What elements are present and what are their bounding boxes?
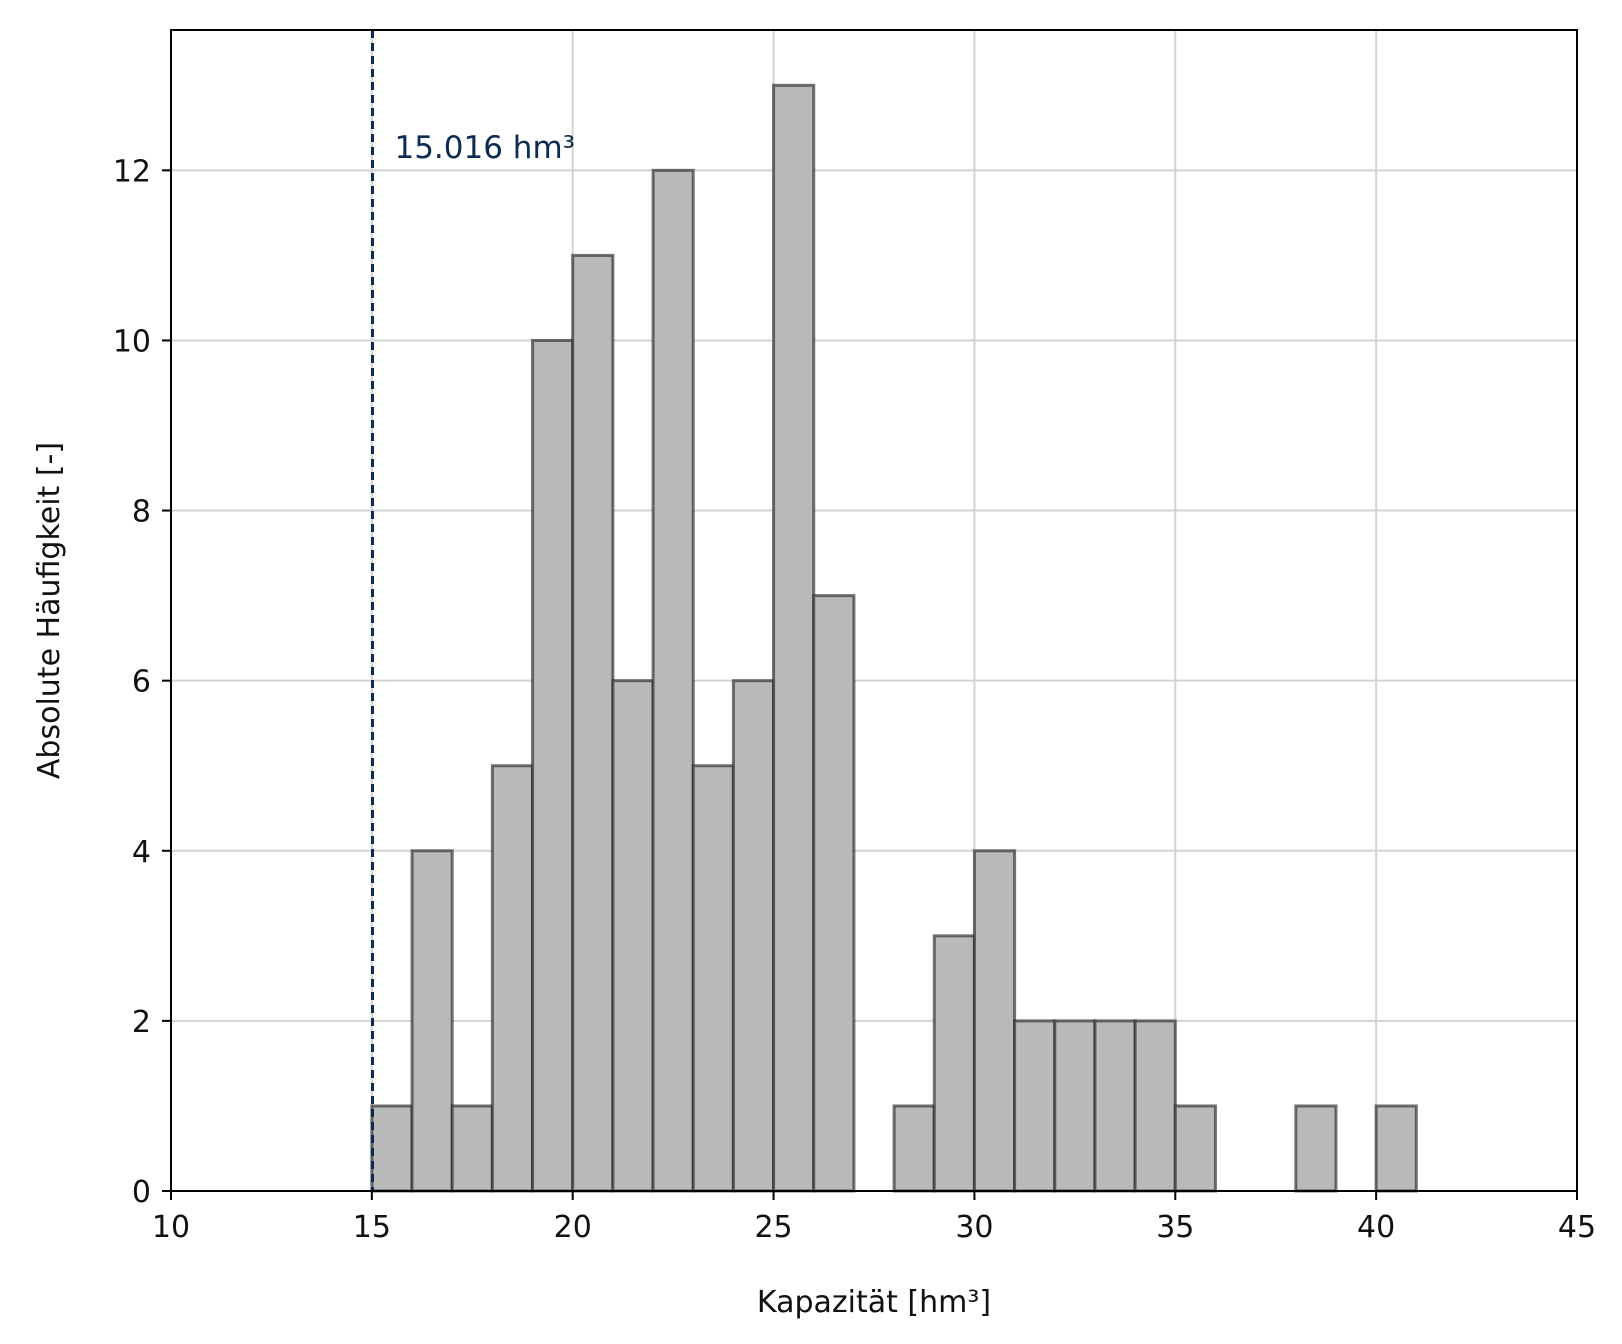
histogram-bar bbox=[812, 594, 856, 1193]
x-tick-label: 40 bbox=[1357, 1210, 1395, 1245]
y-tick-label: 6 bbox=[132, 665, 151, 700]
histogram-bar bbox=[691, 764, 735, 1193]
x-tick-label: 45 bbox=[1558, 1210, 1596, 1245]
histogram-bar bbox=[531, 338, 575, 1193]
bars bbox=[370, 83, 1418, 1193]
histogram-bar bbox=[731, 679, 776, 1193]
histogram-bar bbox=[772, 83, 816, 1193]
y-tick-label: 0 bbox=[132, 1175, 151, 1210]
histogram-bar bbox=[651, 168, 695, 1193]
y-tick-label: 2 bbox=[132, 1005, 151, 1040]
histogram-bar bbox=[611, 679, 655, 1193]
histogram-bar bbox=[410, 849, 454, 1193]
histogram-bar bbox=[370, 1104, 414, 1193]
histogram-bar bbox=[450, 1104, 494, 1193]
y-tick-label: 12 bbox=[113, 154, 151, 189]
histogram-bar bbox=[892, 1104, 936, 1193]
x-axis-ticks: 10 15 20 25 30 35 40 45 bbox=[152, 1191, 1596, 1245]
x-axis-label: Kapazität [hm³] bbox=[757, 1285, 991, 1320]
histogram-bar bbox=[1013, 1019, 1057, 1193]
x-tick-label: 30 bbox=[955, 1210, 993, 1245]
histogram-bar bbox=[490, 764, 535, 1193]
histogram-bar bbox=[1053, 1019, 1097, 1193]
x-tick-label: 10 bbox=[152, 1210, 190, 1245]
x-tick-label: 35 bbox=[1156, 1210, 1194, 1245]
histogram-bar bbox=[1133, 1019, 1177, 1193]
histogram-bar bbox=[1294, 1104, 1338, 1193]
grid bbox=[170, 30, 1578, 1192]
y-tick-label: 10 bbox=[113, 324, 151, 359]
plot-frame bbox=[170, 29, 1578, 1192]
y-tick-label: 8 bbox=[132, 495, 151, 530]
y-tick-label: 4 bbox=[132, 835, 151, 870]
histogram-bar bbox=[1173, 1104, 1217, 1193]
x-tick-label: 20 bbox=[554, 1210, 592, 1245]
x-tick-label: 25 bbox=[754, 1210, 792, 1245]
y-axis-label: Absolute Häufigkeit [-] bbox=[32, 442, 67, 779]
histogram-bar bbox=[1374, 1104, 1418, 1193]
x-tick-label: 15 bbox=[353, 1210, 391, 1245]
y-axis-ticks: 0 2 4 6 8 10 12 bbox=[113, 154, 171, 1210]
histogram-bar bbox=[1093, 1019, 1137, 1193]
histogram-bar bbox=[972, 849, 1017, 1193]
histogram-bar bbox=[932, 934, 976, 1193]
histogram-bar bbox=[571, 253, 615, 1193]
reference-line-label: 15.016 hm³ bbox=[394, 130, 575, 166]
